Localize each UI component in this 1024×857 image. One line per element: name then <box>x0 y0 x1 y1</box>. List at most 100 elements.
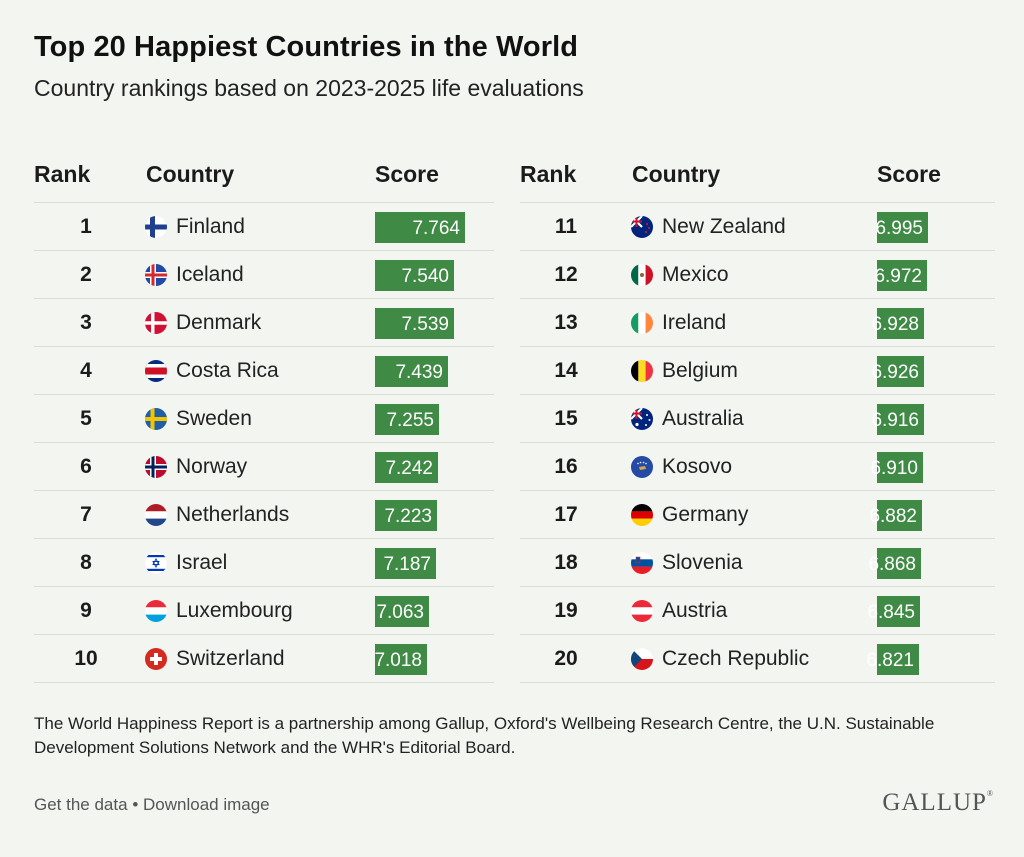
gallup-logo-text: GALLUP <box>882 789 987 816</box>
country-name: Austria <box>662 599 728 622</box>
score-header: Score <box>877 161 941 187</box>
rank-cell: 8 <box>80 551 92 574</box>
country-name: Luxembourg <box>176 599 293 622</box>
rank-cell: 18 <box>554 551 578 574</box>
table-rows: 11 New Zealand 6.995 12 Mexico 6.972 13 Ireland… <box>520 203 995 683</box>
score-value: 7.764 <box>412 218 460 239</box>
chart-subtitle: Country rankings based on 2023-2025 life… <box>34 75 584 101</box>
score-bar: 6.972 <box>874 260 927 291</box>
table-row: 9 Luxembourg 7.063 <box>34 587 494 635</box>
rank-cell: 17 <box>554 503 578 526</box>
score-bar: 6.916 <box>871 404 924 435</box>
score-value: 7.255 <box>386 410 434 431</box>
score-value: 7.539 <box>401 314 449 335</box>
score-bar: 6.910 <box>870 452 923 483</box>
score-value: 6.928 <box>871 314 919 335</box>
country-name: Iceland <box>176 263 244 286</box>
score-value: 6.882 <box>869 506 917 527</box>
table-row: 3 Denmark 7.539 <box>34 299 494 347</box>
rank-cell: 6 <box>80 455 92 478</box>
country-name: Germany <box>662 503 749 526</box>
table-row: 2 Iceland 7.540 <box>34 251 494 299</box>
score-bar: 6.995 <box>875 212 928 243</box>
score-bar: 7.018 <box>374 644 427 675</box>
rank-cell: 7 <box>80 503 92 526</box>
table-row: 19 Austria 6.845 <box>520 587 995 635</box>
luxembourg-flag-icon <box>145 600 167 622</box>
score-value: 6.868 <box>868 554 916 575</box>
registered-mark: ® <box>986 789 994 798</box>
rank-cell: 5 <box>80 407 92 430</box>
rank-cell: 15 <box>554 407 578 430</box>
get-data-link[interactable]: Get the data <box>34 795 128 814</box>
country-header: Country <box>146 161 235 187</box>
table-row: 15 Australia 6.916 <box>520 395 995 443</box>
score-bar: 7.187 <box>375 548 436 579</box>
gallup-logo: GALLUP® <box>882 789 994 817</box>
score-value: 6.845 <box>867 602 915 623</box>
australia-flag-icon <box>631 408 653 430</box>
score-value: 6.916 <box>871 410 919 431</box>
switzerland-flag-icon <box>145 648 167 670</box>
table-row: 13 Ireland 6.928 <box>520 299 995 347</box>
country-name: Ireland <box>662 311 727 334</box>
new-zealand-flag-icon <box>631 216 653 238</box>
table-row: 1 Finland 7.764 <box>34 203 494 251</box>
table-row: 8 Israel 7.187 <box>34 539 494 587</box>
rank-cell: 2 <box>80 263 92 286</box>
country-header: Country <box>632 161 721 187</box>
table-row: 11 New Zealand 6.995 <box>520 203 995 251</box>
table-row: 17 Germany 6.882 <box>520 491 995 539</box>
table-row: 20 Czech Republic 6.821 <box>520 635 995 683</box>
score-bar: 7.242 <box>375 452 438 483</box>
link-separator: • <box>132 795 139 814</box>
table-row: 6 Norway 7.242 <box>34 443 494 491</box>
ranking-table-right: Rank Country Score 11 New Zealand 6.995 12 M… <box>520 152 995 683</box>
costa-rica-flag-icon <box>145 360 167 382</box>
table-row: 18 Slovenia 6.868 <box>520 539 995 587</box>
score-value: 6.995 <box>875 218 923 239</box>
kosovo-flag-icon <box>631 456 653 478</box>
rank-cell: 3 <box>80 311 92 334</box>
finland-flag-icon <box>145 216 167 238</box>
rank-cell: 11 <box>554 215 578 238</box>
table-row: 7 Netherlands 7.223 <box>34 491 494 539</box>
ranking-table-left: Rank Country Score 1 Finland 7.764 2 Iceland… <box>34 152 494 683</box>
score-bar: 7.223 <box>375 500 437 531</box>
rank-cell: 10 <box>74 647 98 670</box>
download-image-link[interactable]: Download image <box>143 795 270 814</box>
score-value: 7.063 <box>376 602 424 623</box>
score-bar: 7.764 <box>375 212 465 243</box>
rank-cell: 4 <box>80 359 92 382</box>
country-name: Switzerland <box>176 647 285 670</box>
score-bar: 6.882 <box>869 500 922 531</box>
footer-links: Get the data • Download image <box>34 795 270 815</box>
score-value: 7.223 <box>384 506 432 527</box>
score-value: 7.439 <box>395 362 443 383</box>
rank-header: Rank <box>34 161 91 187</box>
table-header: Rank Country Score <box>34 152 494 203</box>
score-bar: 6.845 <box>867 596 920 627</box>
austria-flag-icon <box>631 600 653 622</box>
table-row: 12 Mexico 6.972 <box>520 251 995 299</box>
rank-cell: 14 <box>554 359 578 382</box>
score-value: 7.242 <box>385 458 433 479</box>
rank-cell: 16 <box>554 455 578 478</box>
table-row: 4 Costa Rica 7.439 <box>34 347 494 395</box>
rank-cell: 9 <box>80 599 92 622</box>
table-rows: 1 Finland 7.764 2 Iceland 7.540 3 Denmark 7.539 4… <box>34 203 494 683</box>
score-bar: 7.439 <box>375 356 448 387</box>
norway-flag-icon <box>145 456 167 478</box>
israel-flag-icon <box>145 552 167 574</box>
ireland-flag-icon <box>631 312 653 334</box>
score-value: 7.540 <box>401 266 449 287</box>
footnote: The World Happiness Report is a partners… <box>34 714 935 757</box>
country-name: Belgium <box>662 359 738 382</box>
score-value: 6.926 <box>871 362 919 383</box>
denmark-flag-icon <box>145 312 167 334</box>
belgium-flag-icon <box>631 360 653 382</box>
table-header: Rank Country Score <box>520 152 995 203</box>
sweden-flag-icon <box>145 408 167 430</box>
mexico-flag-icon <box>631 264 653 286</box>
czech-republic-flag-icon <box>631 648 653 670</box>
